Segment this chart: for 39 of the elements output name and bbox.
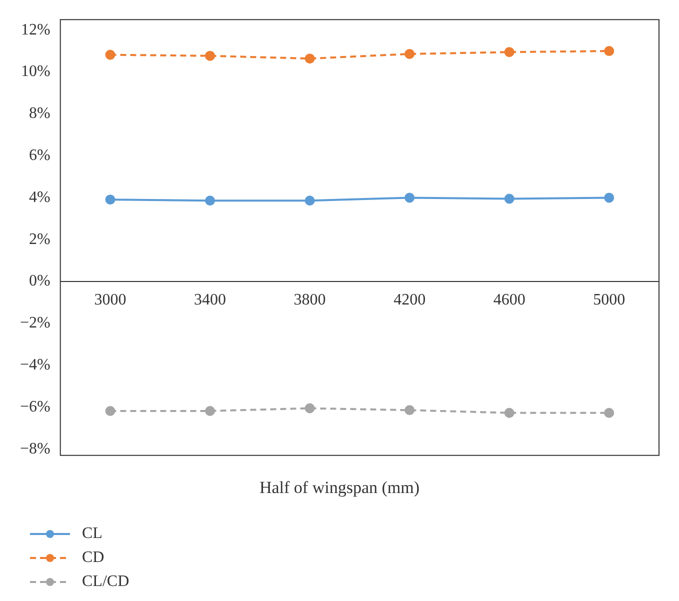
legend-label: CL/CD: [82, 573, 130, 591]
point: [105, 50, 116, 60]
point: [205, 196, 216, 206]
point: [404, 405, 415, 416]
y-tick-label: 4%: [29, 188, 50, 206]
y-tick-label: 2%: [29, 230, 50, 248]
y-tick-label: −4%: [20, 356, 50, 374]
y-tick-label: 0%: [29, 272, 50, 290]
y-tick-label: −2%: [20, 314, 50, 332]
point: [404, 192, 415, 203]
point: [304, 54, 315, 64]
point: [504, 408, 514, 418]
point: [604, 408, 614, 418]
point: [504, 47, 514, 58]
point: [404, 48, 415, 59]
point: [105, 194, 116, 205]
point: [504, 194, 514, 204]
x-tick-label: 4600: [493, 291, 526, 308]
point: [604, 46, 614, 56]
x-tick-label: 5000: [593, 291, 626, 308]
x-axis-title: Half of wingspan (mm): [258, 478, 421, 498]
point: [205, 406, 216, 416]
x-tick-label: 3000: [94, 291, 126, 308]
legend-label: CD: [82, 549, 104, 567]
y-tick-label: 8%: [29, 105, 50, 122]
point: [205, 50, 216, 61]
point: [604, 192, 614, 203]
point: [105, 406, 116, 416]
point: [304, 196, 315, 206]
x-tick-label: 4200: [394, 291, 426, 308]
y-tick-label: 6%: [29, 146, 50, 164]
legend-label: CL: [82, 525, 102, 543]
y-tick-label: 12%: [21, 21, 50, 38]
x-tick-label: 3400: [194, 291, 226, 308]
y-tick-label: −6%: [20, 398, 50, 416]
y-tick-label: 10%: [21, 63, 50, 80]
point: [304, 403, 315, 414]
x-tick-label: 3800: [294, 291, 326, 308]
y-tick-label: −8%: [20, 440, 50, 458]
